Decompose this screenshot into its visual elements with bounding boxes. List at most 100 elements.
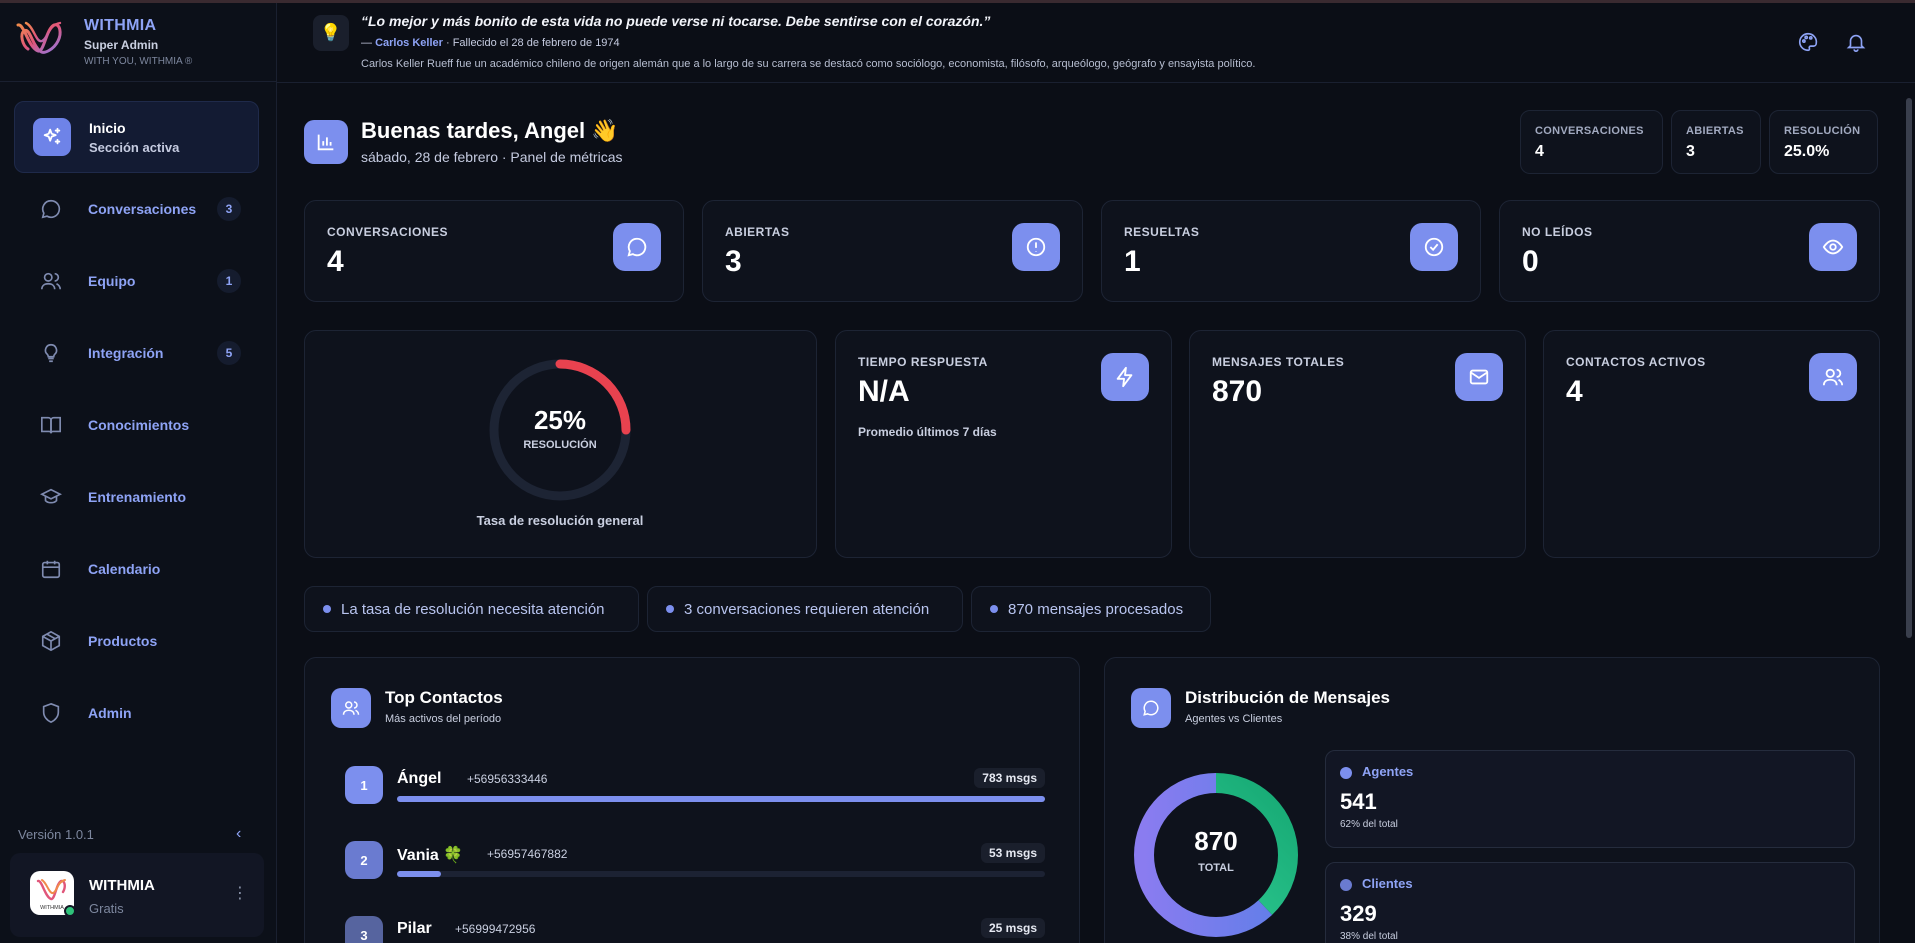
contact-rank: 1 <box>345 766 383 804</box>
contact-row[interactable]: 1 Ángel +56956333446 783 msgs <box>345 766 1045 810</box>
shield-icon <box>32 694 70 732</box>
alert-pill[interactable]: 3 conversaciones requieren atención <box>647 586 963 632</box>
sidebar-item-conversaciones[interactable]: Conversaciones 3 <box>14 173 259 245</box>
gauge-percent: 25% <box>533 405 587 435</box>
greeting-title: Buenas tardes, Angel 👋 <box>361 118 619 143</box>
daily-quote: “Lo mejor y más bonito de esta vida no p… <box>361 13 991 29</box>
sidebar: WITHMIA Super Admin WITH YOU, WITHMIA ® … <box>0 3 277 943</box>
contact-name: Pilar <box>397 920 432 937</box>
gauge-caption: Tasa de resolución general <box>476 513 644 528</box>
more-vertical-icon[interactable]: ⋮ <box>232 885 248 902</box>
contact-msg-count: 25 msgs <box>980 918 1045 938</box>
chat-icon <box>613 223 661 271</box>
chat-icon <box>32 190 70 228</box>
withmia-logo-icon <box>16 21 62 54</box>
metric-label: CONTACTOS ACTIVOS <box>1566 355 1706 369</box>
metric-card-mensajes-totales[interactable]: MENSAJES TOTALES 870 <box>1189 330 1526 558</box>
stat-card-resueltas[interactable]: RESUELTAS 1 <box>1101 200 1481 302</box>
resolution-gauge: 25% RESOLUCIÓN <box>485 355 635 505</box>
collapse-sidebar-icon[interactable]: ‹ <box>236 825 242 842</box>
brand[interactable]: WITHMIA Super Admin WITH YOU, WITHMIA ® <box>14 17 192 67</box>
sidebar-item-calendario[interactable]: Calendario <box>14 533 259 605</box>
sidebar-item-productos[interactable]: Productos <box>14 605 259 677</box>
topbar: 💡 “Lo mejor y más bonito de esta vida no… <box>277 3 1915 83</box>
quote-author-meta: · Fallecido el 28 de febrero de 1974 <box>442 37 620 49</box>
page-scrollbar[interactable] <box>1905 84 1913 943</box>
scrollbar-thumb[interactable] <box>1906 98 1912 638</box>
legend-value: 329 <box>1340 901 1377 926</box>
sidebar-item-label: Entrenamiento <box>88 489 187 505</box>
status-dot <box>990 605 998 613</box>
mini-stat-value: 3 <box>1686 143 1695 160</box>
stat-card-conversaciones[interactable]: CONVERSACIONES 4 <box>304 200 684 302</box>
legend-dot <box>1340 879 1352 891</box>
sidebar-item-inicio[interactable]: Inicio Sección activa <box>14 101 259 173</box>
stat-value: 0 <box>1522 245 1539 278</box>
eye-icon <box>1809 223 1857 271</box>
sidebar-item-equipo[interactable]: Equipo 1 <box>14 245 259 317</box>
alert-pill[interactable]: 870 mensajes procesados <box>971 586 1211 632</box>
metric-card-tiempo-respuesta[interactable]: TIEMPO RESPUESTA N/A Promedio últimos 7 … <box>835 330 1172 558</box>
palette-icon[interactable] <box>1797 31 1819 58</box>
contact-row[interactable]: 3 Pilar +56999472956 25 msgs <box>345 916 1045 943</box>
bell-icon[interactable] <box>1845 31 1867 58</box>
sidebar-item-integracion[interactable]: Integración 5 <box>14 317 259 389</box>
contact-progress-fill <box>397 871 441 877</box>
mini-stat-resolucion: RESOLUCIÓN 25.0% <box>1769 110 1878 174</box>
gauge-label: RESOLUCIÓN <box>523 439 597 451</box>
mini-stat-value: 4 <box>1535 143 1544 160</box>
mail-icon <box>1455 353 1503 401</box>
contact-msg-count: 783 msgs <box>974 768 1045 788</box>
message-distribution-card: Distribución de Mensajes Agentes vs Clie… <box>1104 657 1880 943</box>
legend-name: Agentes <box>1362 764 1414 779</box>
mini-stat-label: ABIERTAS <box>1686 125 1744 137</box>
status-dot <box>666 605 674 613</box>
users-icon <box>32 262 70 300</box>
user-name: WITHMIA <box>89 877 155 894</box>
mini-stat-label: CONVERSACIONES <box>1535 125 1644 137</box>
sidebar-item-conocimientos[interactable]: Conocimientos <box>14 389 259 461</box>
sidebar-item-label: Productos <box>88 633 158 649</box>
stat-value: 1 <box>1124 245 1141 278</box>
metric-label: MENSAJES TOTALES <box>1212 355 1345 369</box>
sidebar-item-label: Calendario <box>88 561 161 577</box>
lightning-icon <box>1101 353 1149 401</box>
donut-segment-agentes <box>1134 773 1298 937</box>
check-circle-icon <box>1410 223 1458 271</box>
lightbulb-icon <box>32 334 70 372</box>
stat-label: NO LEÍDOS <box>1522 225 1593 239</box>
alert-text: La tasa de resolución necesita atención <box>341 600 605 618</box>
clover-emoji: 🍀 <box>443 847 464 864</box>
quote-author-name: Carlos Keller <box>375 37 443 49</box>
calendar-icon <box>32 550 70 588</box>
contact-rank: 3 <box>345 916 383 943</box>
contact-row[interactable]: 2 Vania 🍀 +56957467882 53 msgs <box>345 841 1045 885</box>
alert-text: 870 mensajes procesados <box>1008 600 1184 618</box>
online-status-dot <box>64 905 76 917</box>
mini-stat-conversaciones: CONVERSACIONES 4 <box>1520 110 1663 174</box>
quote-author-bio: Carlos Keller Rueff fue un académico chi… <box>361 58 1256 70</box>
count-badge: 3 <box>217 197 241 221</box>
lightbulb-quote-icon: 💡 <box>313 15 349 51</box>
distribution-donut: 870 TOTAL <box>1131 770 1301 940</box>
metric-card-contactos-activos[interactable]: CONTACTOS ACTIVOS 4 <box>1543 330 1880 558</box>
bar-chart-icon <box>304 120 348 164</box>
sidebar-nav: Inicio Sección activa Conversaciones 3 E… <box>14 101 259 749</box>
gauge-progress-arc <box>489 359 631 501</box>
sidebar-item-admin[interactable]: Admin <box>14 677 259 749</box>
alert-pill[interactable]: La tasa de resolución necesita atención <box>304 586 639 632</box>
stat-card-no-leidos[interactable]: NO LEÍDOS 0 <box>1499 200 1880 302</box>
stat-card-abiertas[interactable]: ABIERTAS 3 <box>702 200 1083 302</box>
sidebar-item-entrenamiento[interactable]: Entrenamiento <box>14 461 259 533</box>
contact-progress-track <box>397 796 1045 802</box>
mini-stat-abiertas: ABIERTAS 3 <box>1671 110 1761 174</box>
stat-label: ABIERTAS <box>725 225 790 239</box>
svg-text:WITHMIA: WITHMIA <box>40 905 64 911</box>
users-icon <box>331 688 371 728</box>
sidebar-item-label: Integración <box>88 345 164 361</box>
metric-value: N/A <box>858 375 910 408</box>
user-card[interactable]: WITHMIA WITHMIA Gratis ⋮ <box>10 853 264 937</box>
resolution-card: 25% RESOLUCIÓN Tasa de resolución genera… <box>304 330 817 558</box>
sidebar-item-label: Admin <box>88 705 132 721</box>
users-icon <box>1809 353 1857 401</box>
